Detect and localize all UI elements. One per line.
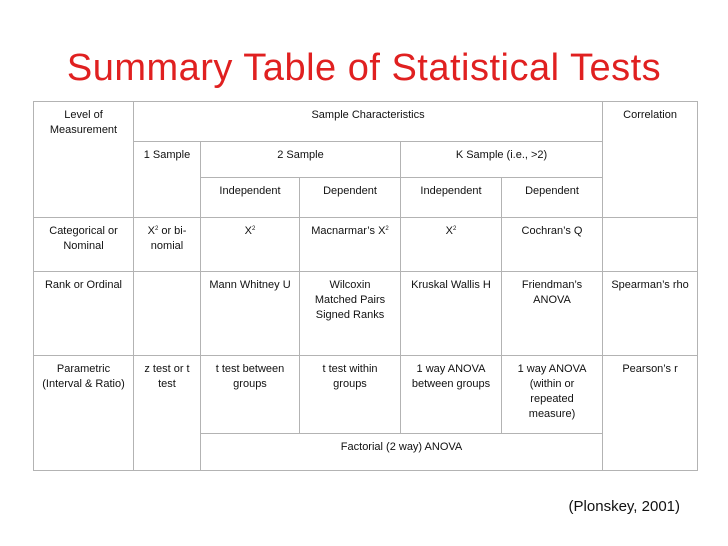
rank-level-cell: Rank or Ordinal [33, 271, 134, 356]
categorical-two-independent-cell: X2 [200, 217, 300, 272]
categorical-correlation-cell [602, 217, 699, 272]
categorical-level-cell: Categorical or Nominal [33, 217, 134, 272]
rank-two-dependent-cell: Wilcoxin Matched Pairs Signed Ranks [299, 271, 401, 356]
categorical-one-sample-cell: X2 or bi-nomial [133, 217, 201, 272]
two-sample-independent-header: Independent [200, 177, 300, 218]
level-of-measurement-header: Level of Measurement [33, 101, 134, 218]
categorical-k-dependent-cell: Cochran’s Q [500, 217, 604, 272]
parametric-two-dependent-cell: t test within groups [299, 355, 401, 434]
categorical-two-dependent-cell: Macnarmar’s X2 [299, 217, 401, 272]
citation: (Plonskey, 2001) [568, 498, 680, 515]
parametric-one-sample-cell: z test or t test [133, 355, 201, 471]
rank-k-dependent-cell: Friendman’s ANOVA [500, 271, 604, 356]
two-sample-dependent-header: Dependent [299, 177, 401, 218]
one-sample-header: 1 Sample [133, 141, 201, 218]
k-sample-header: K Sample (i.e., >2) [399, 141, 604, 178]
statistical-tests-table: Level of Measurement Sample Characterist… [33, 101, 699, 471]
factorial-anova-cell: Factorial (2 way) ANOVA [199, 433, 604, 471]
parametric-correlation-cell: Pearson’s r [602, 355, 699, 471]
rank-correlation-cell: Spearman’s rho [602, 271, 699, 356]
two-sample-header: 2 Sample [200, 141, 401, 178]
k-sample-independent-header: Independent [400, 177, 502, 218]
parametric-k-independent-cell: 1 way ANOVA between groups [400, 355, 502, 434]
correlation-header: Correlation [602, 101, 699, 218]
parametric-k-dependent-cell: 1 way ANOVA (within or repeated measure) [500, 355, 604, 434]
rank-k-independent-cell: Kruskal Wallis H [400, 271, 502, 356]
sample-characteristics-header: Sample Characteristics [132, 101, 604, 142]
slide-title: Summary Table of Statistical Tests [66, 47, 662, 89]
parametric-level-cell: Parametric (Interval & Ratio) [33, 355, 134, 471]
rank-one-sample-cell [133, 271, 201, 356]
k-sample-dependent-header: Dependent [500, 177, 604, 218]
rank-two-independent-cell: Mann Whitney U [200, 271, 300, 356]
categorical-k-independent-cell: X2 [400, 217, 502, 272]
parametric-two-independent-cell: t test between groups [200, 355, 300, 434]
